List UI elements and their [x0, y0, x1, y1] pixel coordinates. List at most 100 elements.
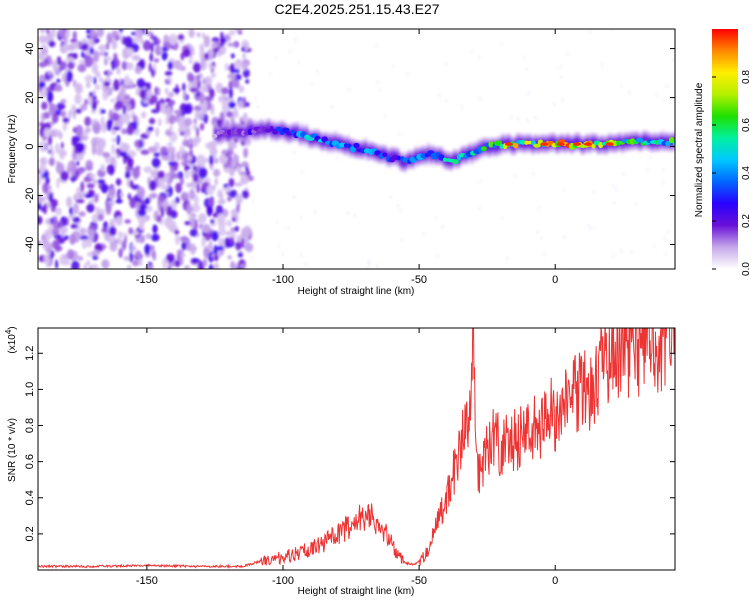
bottom-y-ticks: 0.2 0.4 0.6 0.8 1.0 1.2 [24, 346, 675, 542]
ridge-peak [556, 142, 565, 146]
noise-speckle [176, 151, 180, 162]
noise-speckle [532, 171, 535, 176]
noise-speckle [81, 43, 89, 51]
noise-speckle [115, 67, 121, 75]
noise-speckle [634, 202, 638, 207]
noise-speckle [139, 38, 145, 45]
noise-speckle [523, 55, 526, 60]
noise-speckle [221, 87, 229, 95]
noise-speckle [441, 224, 444, 229]
noise-speckle [136, 186, 146, 199]
noise-speckle [304, 261, 307, 266]
noise-speckle [181, 192, 189, 199]
noise-speckle [214, 254, 219, 262]
noise-speckle [102, 89, 109, 101]
noise-speckle [253, 96, 257, 101]
noise-speckle [186, 154, 192, 162]
noise-speckle [478, 206, 481, 211]
noise-speckle [281, 251, 284, 256]
noise-speckle [80, 235, 89, 241]
noise-speckle [92, 178, 98, 185]
noise-speckle [108, 69, 112, 76]
noise-speckle [167, 265, 171, 269]
noise-speckle [72, 202, 80, 215]
noise-speckle [124, 219, 132, 224]
noise-speckle [164, 34, 170, 43]
noise-speckle [95, 38, 100, 43]
noise-speckle [71, 260, 80, 269]
noise-speckle [113, 79, 120, 91]
noise-speckle [160, 184, 169, 190]
noise-speckle [661, 167, 665, 172]
noise-speckle [205, 142, 214, 150]
noise-speckle [500, 41, 503, 46]
noise-speckle [195, 112, 205, 120]
noise-speckle [127, 264, 132, 269]
noise-speckle [167, 91, 175, 98]
noise-speckle [230, 78, 240, 88]
colorbar: 0.0 0.2 0.4 0.6 0.8 Normalized spectral ampl… [694, 29, 750, 276]
noise-speckle [199, 58, 207, 71]
noise-speckle [353, 213, 356, 218]
noise-speckle [84, 193, 92, 199]
noise-speckle [71, 135, 81, 143]
noise-speckle [218, 238, 226, 245]
noise-speckle [105, 56, 112, 61]
noise-speckle [167, 142, 173, 147]
ridge-cell [635, 137, 644, 143]
noise-speckle [171, 173, 180, 179]
ridge-cell [494, 140, 502, 146]
noise-speckle [228, 141, 237, 150]
ridge-halo-cell [399, 156, 402, 167]
noise-speckle [184, 170, 190, 179]
noise-speckle [277, 244, 280, 249]
y-multiplier-exp: 4 [4, 329, 13, 334]
noise-speckle [93, 122, 98, 127]
noise-speckle [662, 98, 666, 102]
noise-speckle [111, 59, 115, 71]
noise-speckle [68, 110, 72, 120]
noise-speckle [150, 42, 154, 54]
noise-speckle [45, 256, 50, 269]
ridge-halo-cell [390, 150, 393, 161]
colorbar-tick-label: 0.2 [741, 214, 750, 228]
colorbar-label: Normalized spectral amplitude [694, 82, 705, 217]
y-multiplier-label: (x104) [4, 326, 18, 353]
noise-speckle [241, 190, 249, 199]
noise-speckle [48, 185, 52, 191]
noise-speckle [397, 203, 400, 208]
ridge-halo-cell [407, 154, 411, 165]
noise-speckle [620, 248, 623, 253]
noise-speckle [165, 116, 169, 125]
noise-speckle [224, 62, 229, 72]
noise-speckle [140, 149, 150, 155]
noise-speckle [62, 122, 67, 132]
noise-speckle [168, 125, 174, 132]
top-x-tick-label: 0 [552, 274, 558, 286]
ridge-cell [512, 142, 519, 149]
ridge-halo-cell [218, 130, 221, 141]
noise-speckle [155, 101, 161, 112]
colorbar-tick-label: 0.4 [741, 166, 750, 180]
noise-speckle [167, 61, 173, 70]
noise-speckle [240, 174, 249, 185]
noise-speckle [207, 250, 215, 263]
noise-speckle [99, 77, 104, 83]
noise-speckle [244, 43, 248, 50]
noise-speckle [167, 219, 177, 229]
noise-speckle [115, 148, 122, 154]
noise-speckle [102, 152, 111, 158]
bottom-y-tick-label: 1.0 [24, 382, 36, 397]
noise-speckle [86, 29, 91, 34]
noise-speckle [220, 36, 224, 48]
ridge-halo-cell [338, 137, 341, 148]
ridge-cell [438, 154, 445, 161]
noise-speckle [234, 225, 239, 232]
noise-speckle [245, 102, 250, 107]
ridge-cell [601, 142, 607, 146]
noise-speckle [252, 198, 255, 203]
noise-speckle [161, 47, 168, 52]
noise-speckle [243, 147, 249, 159]
ridge-halo-cell [488, 143, 491, 154]
